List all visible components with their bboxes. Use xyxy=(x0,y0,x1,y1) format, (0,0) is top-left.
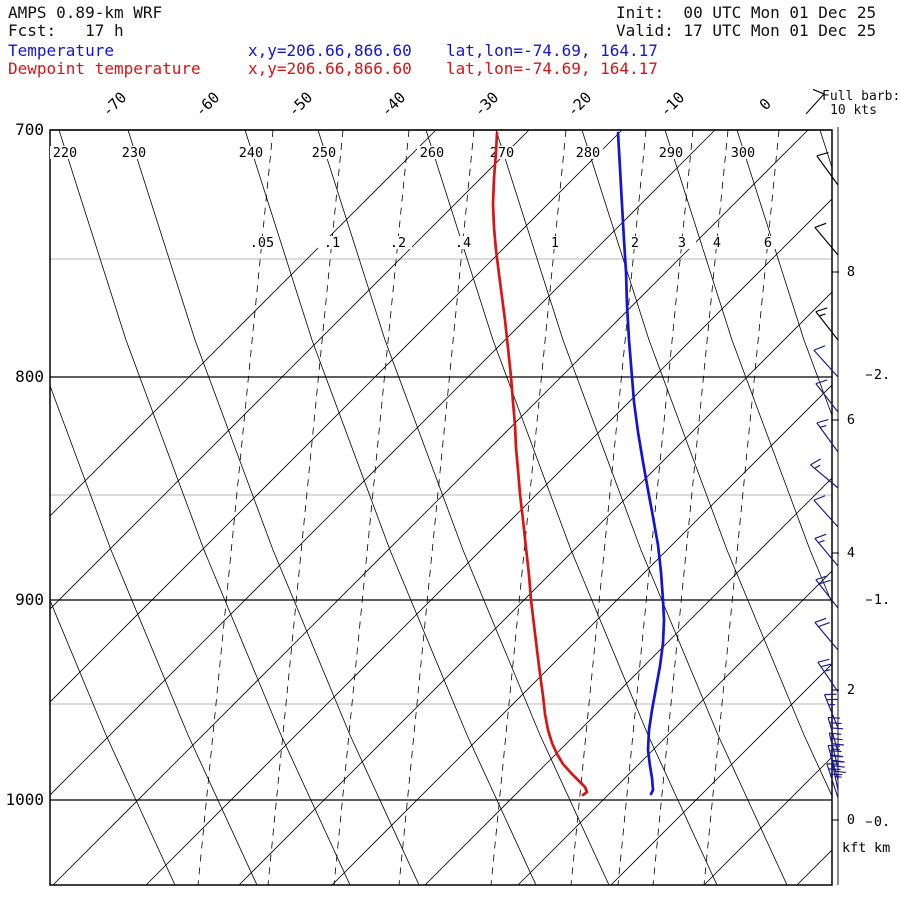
kft-label: 4 xyxy=(847,545,855,561)
temperature-latlon-readout: lat,lon=-74.69, 164.17 xyxy=(446,41,658,60)
wind-barb xyxy=(813,495,839,528)
top-temperature-label: -70 xyxy=(98,88,130,120)
mixing-ratio-label: .05 xyxy=(250,235,274,251)
top-temperature-label: 0 xyxy=(756,95,775,114)
forecast-hour-label: Fcst: 17 h xyxy=(8,21,124,40)
theta-label: 240 xyxy=(239,145,263,161)
top-temperature-label: -20 xyxy=(563,88,595,120)
wind-barb xyxy=(823,693,839,729)
mixing-ratio-label: .4 xyxy=(455,235,471,251)
km-label: 2. xyxy=(874,367,890,383)
kft-label: 6 xyxy=(847,412,855,428)
kft-label: 8 xyxy=(847,264,855,280)
top-temperature-label: -10 xyxy=(656,88,688,120)
wind-barb xyxy=(829,754,846,791)
dewpoint-curve xyxy=(491,131,589,797)
theta-label: 230 xyxy=(122,145,146,161)
init-time-label: Init: 00 UTC Mon 01 Dec 25 xyxy=(616,3,877,22)
kft-unit-label: kft xyxy=(842,840,866,856)
km-unit-label: km xyxy=(874,840,890,856)
temperature-curve xyxy=(616,131,666,796)
mixing-ratio-label: 1 xyxy=(551,235,559,251)
wind-barb xyxy=(814,222,839,256)
temperature-legend-label: Temperature xyxy=(8,41,114,60)
top-temperature-label: -50 xyxy=(284,88,316,120)
full-barb-legend-value: 10 kts xyxy=(830,103,877,118)
wind-barb xyxy=(816,152,839,186)
temperature-xy-readout: x,y=206.66,866.60 xyxy=(248,41,412,60)
kft-label: 2 xyxy=(847,682,855,698)
theta-label: 290 xyxy=(659,145,683,161)
plot-frame xyxy=(49,129,833,886)
full-barb-legend-icon xyxy=(805,88,825,115)
theta-label: 250 xyxy=(312,145,336,161)
minor-pressure-lines xyxy=(50,258,832,705)
wind-barb xyxy=(815,379,839,413)
mixing-ratio-label: .2 xyxy=(390,235,406,251)
wind-barb xyxy=(816,419,839,453)
theta-label: 280 xyxy=(576,145,600,161)
mixing-ratio-label: .1 xyxy=(324,235,340,251)
wind-barb xyxy=(814,617,839,651)
pressure-label: 700 xyxy=(15,120,44,139)
theta-label: 220 xyxy=(53,145,77,161)
wind-barb xyxy=(810,458,839,489)
km-label: 1. xyxy=(874,592,890,608)
mixing-ratio-label: 6 xyxy=(764,235,772,251)
mixing-ratio-label: 2 xyxy=(631,235,639,251)
valid-time-label: Valid: 17 UTC Mon 01 Dec 25 xyxy=(616,21,877,40)
dewpoint-latlon-readout: lat,lon=-74.69, 164.17 xyxy=(446,59,658,78)
wind-barb xyxy=(814,533,839,567)
theta-label: 300 xyxy=(731,145,755,161)
top-temperature-label: -60 xyxy=(191,88,223,120)
km-label: 0. xyxy=(874,814,890,830)
top-temperature-label: -30 xyxy=(470,88,502,120)
theta-label: 260 xyxy=(420,145,444,161)
pressure-label: 900 xyxy=(15,590,44,609)
full-barb-legend-title: Full barb: xyxy=(822,89,900,104)
kft-label: 0 xyxy=(847,812,855,828)
wind-barb xyxy=(813,345,839,378)
pressure-label: 1000 xyxy=(5,790,44,809)
top-temperature-label: -40 xyxy=(377,88,409,120)
wind-barb xyxy=(815,307,839,341)
background-grid xyxy=(50,130,832,885)
wind-barb xyxy=(815,575,839,609)
pressure-lines xyxy=(50,129,832,801)
wind-barb xyxy=(817,658,839,693)
theta-label: 270 xyxy=(490,145,514,161)
mixing-ratio-label: 3 xyxy=(678,235,686,251)
pressure-label: 800 xyxy=(15,367,44,386)
model-title: AMPS 0.89-km WRF xyxy=(8,3,163,22)
mixing-ratio-label: 4 xyxy=(713,235,721,251)
wind-barb xyxy=(826,763,843,799)
dewpoint-legend-label: Dewpoint temperature xyxy=(8,59,201,78)
dewpoint-xy-readout: x,y=206.66,866.60 xyxy=(248,59,412,78)
